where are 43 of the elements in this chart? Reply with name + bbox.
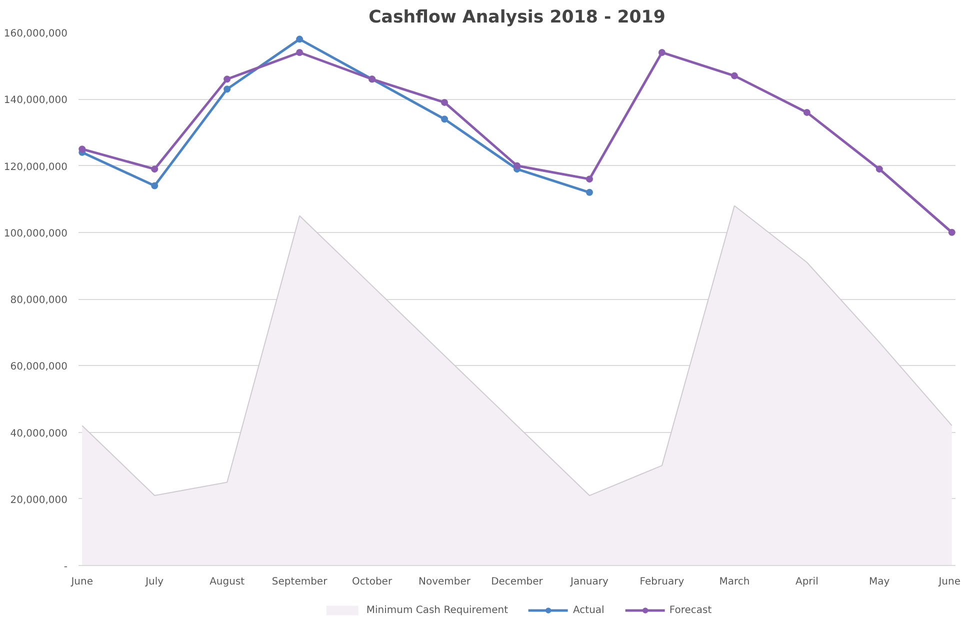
point xyxy=(224,86,231,93)
point xyxy=(296,48,304,56)
y-tick-label: 80,000,000 xyxy=(10,295,68,306)
legend-label: Minimum Cash Requirement xyxy=(366,604,508,616)
x-tick-label: May xyxy=(869,576,890,588)
chart-title: Cashflow Analysis 2018 - 2019 xyxy=(368,8,666,28)
legend-label: Actual xyxy=(573,604,604,616)
point xyxy=(730,72,738,80)
point xyxy=(803,108,810,116)
point xyxy=(876,166,883,173)
point xyxy=(586,188,593,196)
x-tick-label: March xyxy=(719,576,750,588)
legend-label: Forecast xyxy=(669,604,712,616)
y-tick-label: 20,000,000 xyxy=(10,494,68,506)
x-tick-label: July xyxy=(144,576,164,588)
point xyxy=(441,116,448,123)
x-tick-label: June xyxy=(70,576,94,588)
y-tick-label: 40,000,000 xyxy=(10,428,68,440)
point xyxy=(151,166,158,173)
y-tick-label: - xyxy=(64,562,68,572)
point xyxy=(514,162,520,170)
y-tick-label: 100,000,000 xyxy=(4,228,68,240)
x-tick-label: September xyxy=(272,576,328,588)
y-tick-label: 120,000,000 xyxy=(4,162,68,173)
point xyxy=(586,176,593,183)
x-tick-label: June xyxy=(938,576,961,588)
point xyxy=(78,146,86,153)
point xyxy=(224,76,231,83)
point xyxy=(151,182,158,190)
point xyxy=(948,228,956,236)
y-tick-label: 60,000,000 xyxy=(10,362,68,373)
x-tick-label: December xyxy=(491,576,544,588)
x-tick-label: February xyxy=(640,576,684,588)
x-tick-label: October xyxy=(352,576,393,588)
x-tick-label: April xyxy=(795,576,818,588)
y-tick-label: 140,000,000 xyxy=(4,95,68,106)
x-tick-label: January xyxy=(570,576,609,588)
point xyxy=(441,98,448,106)
y-tick-label: 160,000,000 xyxy=(4,28,68,40)
point xyxy=(296,36,304,43)
x-tick-label: August xyxy=(210,576,245,588)
point xyxy=(658,48,666,56)
x-tick-label: November xyxy=(418,576,472,588)
